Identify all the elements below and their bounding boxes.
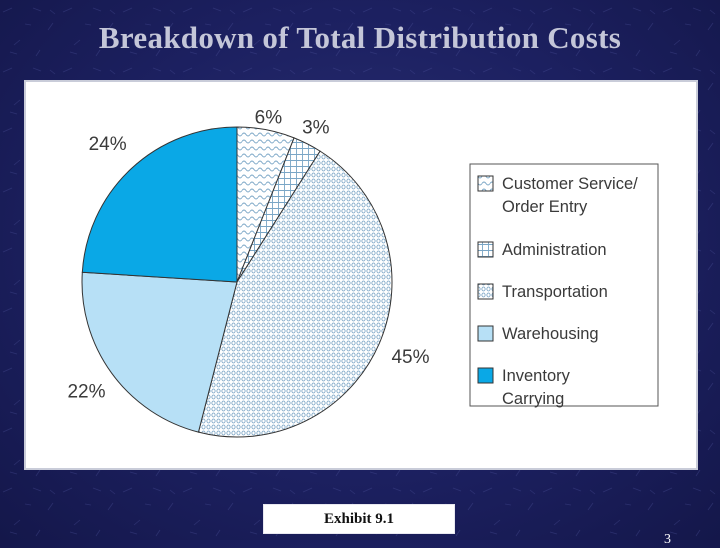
pie-label-customer-service-order-entry: 6% xyxy=(255,108,283,129)
exhibit-label: Exhibit 9.1 xyxy=(263,504,455,534)
pie-label-administration: 3% xyxy=(302,117,330,138)
legend-swatch-transportation xyxy=(477,283,494,300)
pie-label-transportation: 45% xyxy=(391,347,429,368)
legend-label-inventory-carrying: Inventory Carrying xyxy=(502,367,571,408)
page-number: 3 xyxy=(664,532,671,547)
legend-label-transportation: Transportation xyxy=(502,283,608,301)
pie-chart: 6% 3% 45% 22% 24% Customer Service/Order Ent… xyxy=(67,108,659,438)
legend-swatch-administration xyxy=(477,241,494,258)
pie-label-inventory-carrying: 24% xyxy=(89,134,127,155)
slide-title: Breakdown of Total Distribution Costs xyxy=(98,20,622,55)
legend-swatch-inventory-carrying xyxy=(477,367,494,384)
pie-slice-transportation xyxy=(197,150,393,438)
pie-slice-inventory-carrying xyxy=(81,126,238,283)
chart-panel: 6% 3% 45% 22% 24% Customer Service/Order Ent… xyxy=(24,80,698,470)
legend-box xyxy=(469,163,659,407)
legend-swatch-warehousing xyxy=(477,325,494,342)
legend-swatch-customer-service-order-entry xyxy=(477,175,494,192)
legend-label-warehousing: Warehousing xyxy=(502,325,599,343)
legend-label-customer-service-order-entry: Customer Service/Order Entry xyxy=(502,175,638,216)
legend-label-administration: Administration xyxy=(502,241,607,259)
pie-label-warehousing: 22% xyxy=(67,381,105,402)
pie-slice-warehousing xyxy=(81,271,238,433)
